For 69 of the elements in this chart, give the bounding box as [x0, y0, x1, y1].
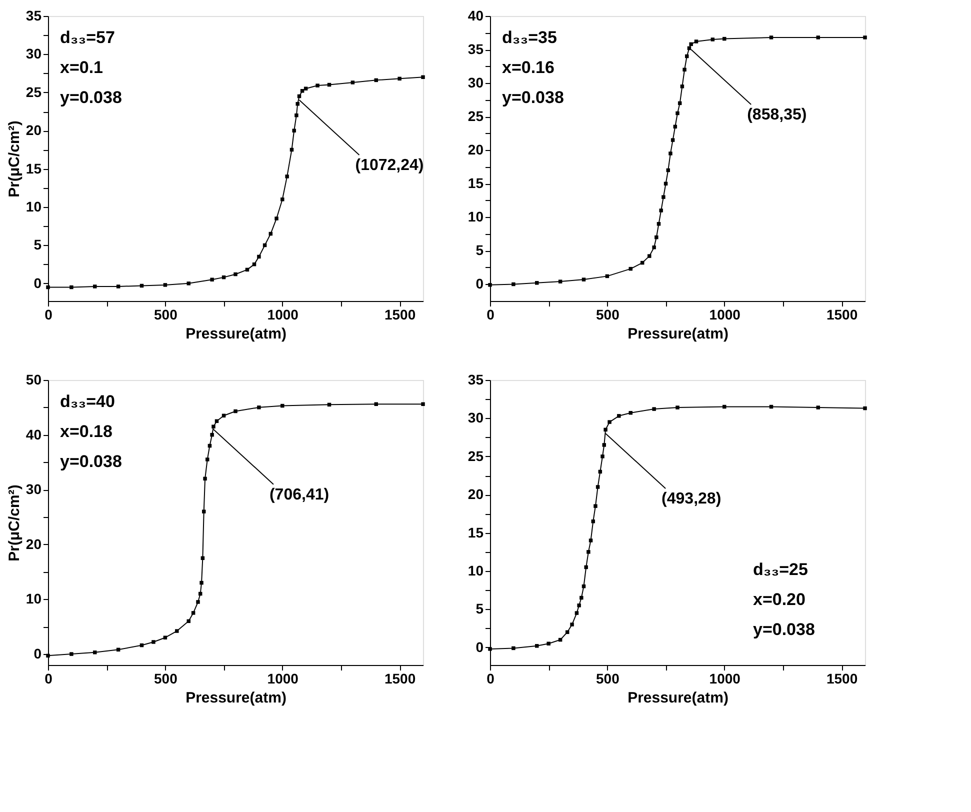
- y-tick-label: 20: [468, 142, 484, 158]
- y-tick-label: 0: [476, 638, 484, 655]
- y-tick-label: 35: [26, 8, 42, 24]
- x-axis-title: Pressure(atm): [628, 326, 728, 342]
- x-tick-label: 1000: [709, 670, 741, 686]
- x-tick-label: 0: [44, 670, 53, 686]
- y-tick-label: 25: [468, 108, 484, 124]
- x-tick-label: 1500: [826, 670, 858, 686]
- y-tick-label: 30: [26, 481, 42, 498]
- x-tick-label: 0: [486, 670, 495, 686]
- annotation: y=0.038: [60, 88, 122, 107]
- y-tick-label: 0: [34, 274, 42, 291]
- y-tick-label: 10: [26, 198, 42, 215]
- x-tick-label: 500: [154, 306, 178, 322]
- y-tick-label: 35: [468, 372, 484, 388]
- y-tick-label: 25: [26, 84, 42, 100]
- annotation: d₃₃=57: [60, 28, 115, 47]
- y-tick-label: 35: [468, 41, 484, 58]
- x-axis-title: Pressure(atm): [628, 690, 728, 706]
- x-tick-label: 500: [154, 670, 178, 686]
- y-tick-label: 15: [468, 175, 484, 192]
- y-tick-label: 50: [26, 372, 42, 388]
- y-tick-label: 20: [26, 536, 42, 552]
- y-axis-title: Pr(μC/cm²): [6, 120, 23, 198]
- y-tick-label: 10: [468, 208, 484, 225]
- annotation: (858,35): [747, 106, 807, 124]
- y-tick-label: 0: [34, 646, 42, 662]
- annotation: (1072,24): [355, 157, 424, 174]
- annotation: d₃₃=25: [753, 560, 808, 579]
- annotation: y=0.038: [753, 620, 815, 639]
- x-tick-label: 1500: [826, 306, 858, 322]
- x-tick-label: 0: [486, 306, 495, 322]
- annotation: x=0.1: [60, 58, 104, 77]
- y-tick-label: 0: [476, 276, 484, 292]
- y-tick-label: 15: [468, 524, 484, 540]
- x-tick-label: 1500: [384, 670, 416, 686]
- y-tick-label: 5: [476, 600, 484, 617]
- annotation: y=0.038: [60, 452, 122, 471]
- y-tick-label: 5: [34, 236, 42, 253]
- y-tick-label: 10: [26, 590, 42, 607]
- x-axis-title: Pressure(atm): [186, 326, 286, 342]
- annotation: x=0.16: [502, 58, 554, 77]
- annotation: d₃₃=40: [60, 392, 115, 411]
- y-tick-label: 25: [468, 448, 484, 464]
- annotation: y=0.038: [502, 88, 564, 107]
- annotation: x=0.20: [753, 590, 806, 609]
- annotation: x=0.18: [60, 422, 112, 441]
- x-tick-label: 0: [44, 306, 53, 322]
- y-tick-label: 20: [468, 486, 484, 502]
- y-tick-label: 40: [26, 426, 42, 442]
- x-tick-label: 1500: [384, 306, 416, 322]
- y-tick-label: 40: [468, 8, 484, 24]
- y-tick-label: 30: [468, 74, 484, 91]
- x-tick-label: 1000: [267, 670, 299, 686]
- annotation: (493,28): [662, 490, 722, 508]
- annotation: (706,41): [269, 486, 330, 504]
- x-tick-label: 500: [596, 306, 620, 322]
- y-tick-label: 10: [468, 562, 484, 579]
- y-tick-label: 20: [26, 122, 42, 138]
- x-tick-label: 1000: [709, 306, 741, 322]
- y-axis-title: Pr(μC/cm²): [6, 484, 23, 562]
- x-tick-label: 500: [596, 670, 620, 686]
- y-tick-label: 30: [468, 410, 484, 426]
- y-tick-label: 15: [26, 160, 42, 176]
- y-tick-label: 30: [26, 46, 42, 62]
- annotation: d₃₃=35: [502, 28, 557, 47]
- x-axis-title: Pressure(atm): [186, 690, 286, 706]
- x-tick-label: 1000: [267, 306, 299, 322]
- y-tick-label: 5: [476, 242, 484, 258]
